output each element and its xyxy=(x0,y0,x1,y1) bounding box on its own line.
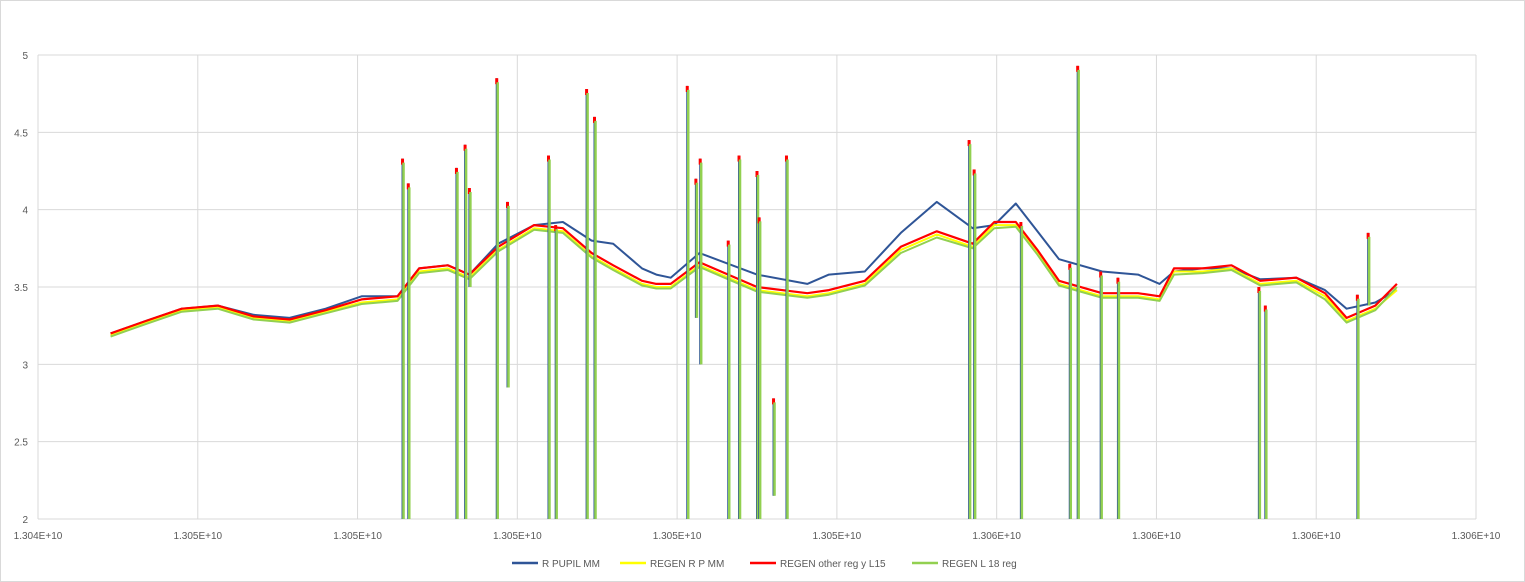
x-tick-label: 1.306E+10 xyxy=(1292,531,1341,542)
y-tick-label: 4.5 xyxy=(14,128,28,139)
y-tick-label: 2.5 xyxy=(14,438,28,449)
series-line-regen-l-18-reg xyxy=(110,225,1398,338)
legend-label: R PUPIL MM xyxy=(542,559,600,570)
x-tick-label: 1.305E+10 xyxy=(653,531,702,542)
y-tick-label: 5 xyxy=(22,51,28,62)
y-tick-label: 3.5 xyxy=(14,283,28,294)
x-tick-label: 1.306E+10 xyxy=(1452,531,1501,542)
y-tick-label: 4 xyxy=(22,206,28,217)
x-tick-label: 1.305E+10 xyxy=(333,531,382,542)
legend-label: REGEN R P MM xyxy=(650,559,724,570)
y-axis-tick-labels: 2 2.5 3 3.5 4 4.5 5 xyxy=(14,51,28,526)
x-tick-label: 1.305E+10 xyxy=(813,531,862,542)
x-tick-label: 1.306E+10 xyxy=(1132,531,1181,542)
legend-label: REGEN L 18 reg xyxy=(942,559,1017,570)
series-layer xyxy=(110,65,1398,519)
legend: R PUPIL MM REGEN R P MM REGEN other reg y … xyxy=(512,559,1017,570)
x-tick-label: 1.306E+10 xyxy=(972,531,1021,542)
series-line-regen-other-reg-y-l15 xyxy=(110,220,1398,335)
x-tick-label: 1.305E+10 xyxy=(493,531,542,542)
grid-layer xyxy=(37,54,1477,520)
legend-label: REGEN other reg y L15 xyxy=(780,559,886,570)
y-tick-label: 3 xyxy=(22,360,28,371)
x-tick-label: 1.305E+10 xyxy=(173,531,222,542)
y-tick-label: 2 xyxy=(22,515,28,526)
x-axis-tick-labels: 1.304E+10 1.305E+10 1.305E+10 1.305E+10 1.30… xyxy=(14,531,1501,542)
x-tick-label: 1.304E+10 xyxy=(14,531,63,542)
